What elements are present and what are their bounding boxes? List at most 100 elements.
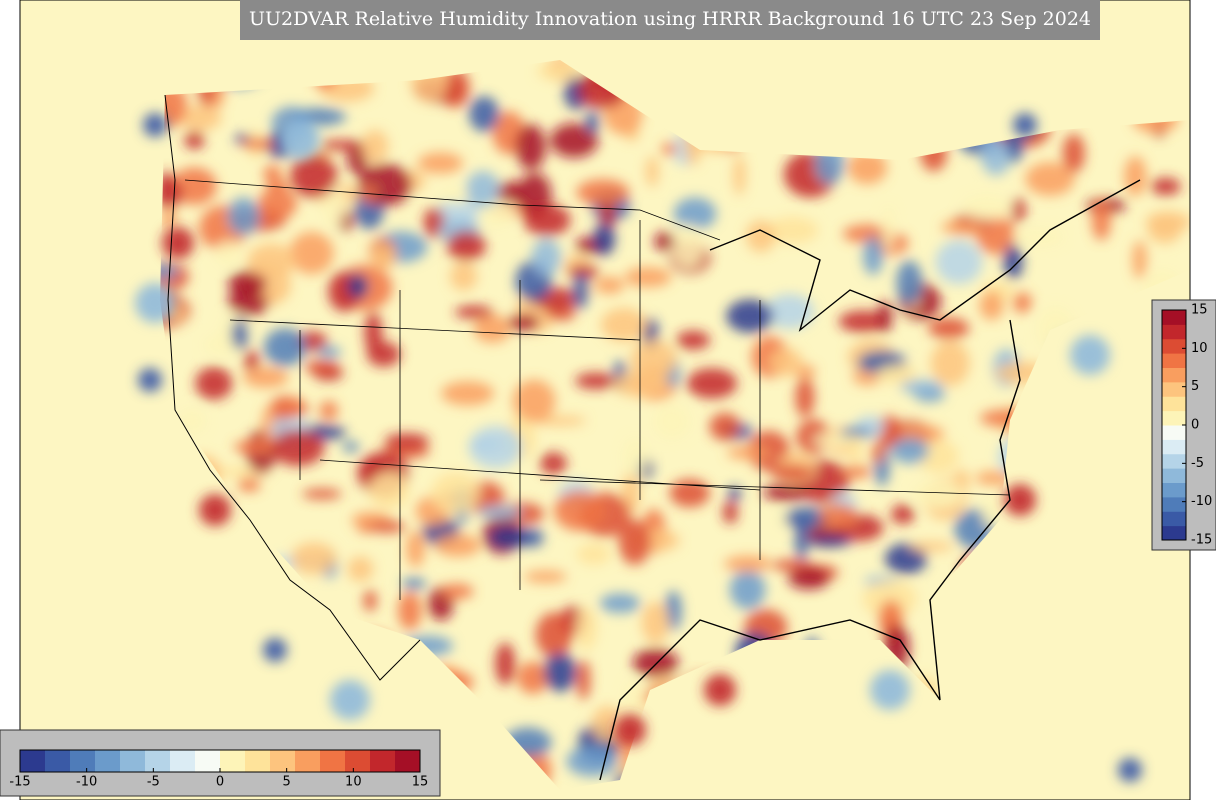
field-blob <box>818 503 858 529</box>
field-blob <box>237 477 261 492</box>
colorbar-segment <box>320 750 346 772</box>
colorbar-tick-label: -10 <box>76 775 97 790</box>
field-blob <box>573 272 589 309</box>
field-blob <box>599 593 641 613</box>
field-blob <box>184 130 205 150</box>
field-blob <box>676 330 711 350</box>
field-blob <box>979 291 1004 320</box>
field-blob <box>784 507 832 530</box>
field-blob <box>746 220 776 253</box>
ocean-blob <box>614 714 646 746</box>
field-blob <box>384 433 430 448</box>
colorbar-vertical: -15 -10 -5 0 5 10 15 <box>1161 303 1212 548</box>
field-blob <box>1132 240 1147 280</box>
colorbar-tick-label: 5 <box>283 775 291 790</box>
field-blob <box>862 579 917 618</box>
colorbar-segment <box>1162 367 1186 383</box>
ocean-blob <box>199 494 231 526</box>
field-blob <box>319 401 338 421</box>
field-blob <box>762 483 810 501</box>
field-blob <box>726 446 770 460</box>
colorbar-segment <box>145 750 171 772</box>
field-blob <box>431 472 480 514</box>
colorbar-horizontal: -15 -10 -5 0 5 10 15 <box>9 749 429 790</box>
field-blob <box>233 439 280 455</box>
field-blob <box>671 224 705 269</box>
field-blob <box>980 134 1012 176</box>
field-blob <box>440 583 474 600</box>
field-blob <box>322 183 347 229</box>
colorbar-tick-label: -5 <box>1191 456 1204 471</box>
field-blob <box>450 262 478 291</box>
field-blob <box>366 341 401 367</box>
field-blob <box>397 591 422 631</box>
field-blob <box>654 232 676 251</box>
colorbar-segment <box>1162 468 1186 483</box>
field-blob <box>488 525 529 549</box>
field-blob <box>884 543 927 575</box>
colorbar-segment <box>1162 324 1186 340</box>
field-blob <box>266 179 289 192</box>
field-blob <box>847 151 888 185</box>
colorbar-tick-label: 15 <box>1191 303 1208 318</box>
ocean-blob <box>162 227 194 259</box>
field-blob <box>930 340 970 386</box>
field-blob <box>271 429 325 467</box>
west-coast <box>164 94 421 681</box>
field-blob <box>523 204 571 237</box>
field-blob <box>214 240 243 267</box>
colorbar-segment <box>70 750 96 772</box>
field-blob <box>257 187 298 220</box>
field-blob <box>594 276 625 294</box>
field-blob <box>304 359 340 375</box>
field-blob <box>517 661 549 694</box>
state-lines <box>184 179 1011 600</box>
field-blob <box>726 299 774 333</box>
field-blob <box>870 443 885 464</box>
field-blob <box>301 488 342 500</box>
field-blob <box>195 366 233 400</box>
field-blob <box>468 96 500 132</box>
title-box <box>240 0 1100 40</box>
ocean-blob <box>330 680 370 720</box>
field-blob <box>289 231 334 275</box>
colorbar-tick-label: 15 <box>412 775 429 790</box>
field-blob <box>686 368 738 399</box>
ocean-blob <box>138 368 162 392</box>
field-blob <box>593 222 616 256</box>
field-blob <box>320 140 361 151</box>
field-blob <box>535 612 573 658</box>
field-blob <box>575 372 617 390</box>
field-blob <box>496 181 525 204</box>
field-blob <box>1124 156 1147 197</box>
field-blob <box>841 465 871 479</box>
field-blob <box>263 328 307 367</box>
ocean-blob <box>1118 758 1142 782</box>
field-blob <box>673 197 717 230</box>
field-blob <box>622 437 648 478</box>
colorbar-tick-label: 10 <box>1191 341 1208 356</box>
field-blob <box>347 274 369 299</box>
field-blob <box>766 217 819 244</box>
field-blob <box>722 500 738 524</box>
field-blob <box>363 589 377 612</box>
field-blob <box>728 486 741 502</box>
ocean-blob <box>135 283 175 323</box>
field-blob <box>531 238 562 276</box>
colorbar-segment <box>345 750 371 772</box>
field-blob <box>368 520 406 533</box>
field-blob <box>770 464 812 481</box>
field-blob <box>576 179 630 206</box>
boundaries <box>164 94 1141 781</box>
field-blob <box>909 541 954 552</box>
field-blob <box>446 230 486 261</box>
field-blob <box>512 379 556 423</box>
field-blob <box>362 184 377 204</box>
ocean-blob <box>704 674 736 706</box>
colorbar-segment <box>45 750 71 772</box>
field-blob <box>709 412 741 441</box>
field-blob <box>882 205 895 251</box>
field-blob <box>241 138 276 151</box>
colorbar-segment <box>95 750 121 772</box>
ocean-blobs <box>135 113 1142 782</box>
